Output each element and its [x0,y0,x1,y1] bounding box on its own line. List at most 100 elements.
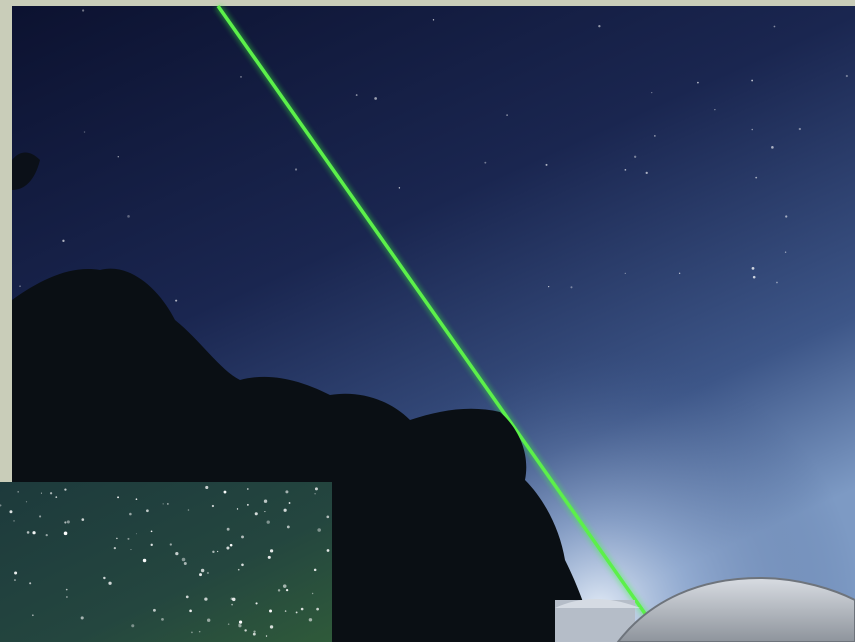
observatory-dome [616,576,855,642]
star [269,609,273,613]
star [17,491,19,493]
star [295,611,298,614]
star [314,493,316,495]
star [117,496,120,499]
star [308,618,313,622]
star [654,135,656,137]
branch [12,152,40,190]
star [645,171,648,175]
star [263,499,268,503]
star [776,281,778,284]
star [55,496,58,498]
star [80,616,84,620]
star [264,510,266,513]
star [238,624,242,628]
star [117,156,119,158]
star [784,251,787,253]
star [167,503,169,505]
star [326,549,330,552]
star [236,508,239,510]
star [189,609,192,613]
star [751,79,754,82]
star [169,543,172,546]
star [29,582,32,585]
star [227,623,230,625]
star [598,25,601,28]
inset-photo [0,482,332,642]
star [185,595,189,599]
star [246,488,249,490]
star [64,521,67,524]
star [678,272,681,274]
star [65,588,68,591]
laser-beam [216,4,667,642]
star [162,503,164,505]
star [66,596,68,598]
star [311,592,314,595]
star [187,509,190,511]
star [127,537,130,540]
star [230,597,234,600]
star [286,525,290,529]
star [267,555,271,559]
star [9,510,13,514]
star [398,187,401,189]
star [231,603,233,606]
star [207,618,211,622]
star [39,515,42,518]
star [31,614,34,617]
star [751,128,754,131]
star [238,620,243,624]
star [771,146,774,149]
star [326,515,330,519]
star [545,163,548,166]
star [651,92,653,94]
star [266,520,270,524]
star [294,168,298,171]
star [161,617,164,621]
star [152,608,156,612]
star [211,504,215,508]
star [269,625,274,629]
star [81,518,85,521]
star [484,161,487,164]
star [198,630,201,633]
star [506,114,508,117]
star [199,573,203,577]
star [40,492,42,494]
star [135,533,137,535]
star [240,76,242,78]
star [317,528,321,532]
star [135,498,138,500]
star [206,571,209,575]
star [226,527,230,531]
star [66,520,70,524]
star [226,546,230,550]
stars [19,9,848,302]
star [697,81,699,84]
star [64,488,67,491]
star [288,502,291,504]
star [265,635,268,637]
star [284,610,287,612]
star [63,531,68,536]
star [277,589,281,592]
star [205,485,209,490]
star [232,597,236,602]
star [0,504,2,507]
star [282,584,287,588]
star [14,571,18,575]
star [244,629,247,632]
star [14,579,16,581]
star [150,530,153,533]
star [237,568,240,571]
star [300,607,304,611]
star [316,607,319,611]
star [131,624,135,628]
star [19,285,21,288]
star [103,576,106,580]
star [285,490,289,494]
star [229,543,233,547]
star [142,558,147,563]
star [13,520,15,522]
